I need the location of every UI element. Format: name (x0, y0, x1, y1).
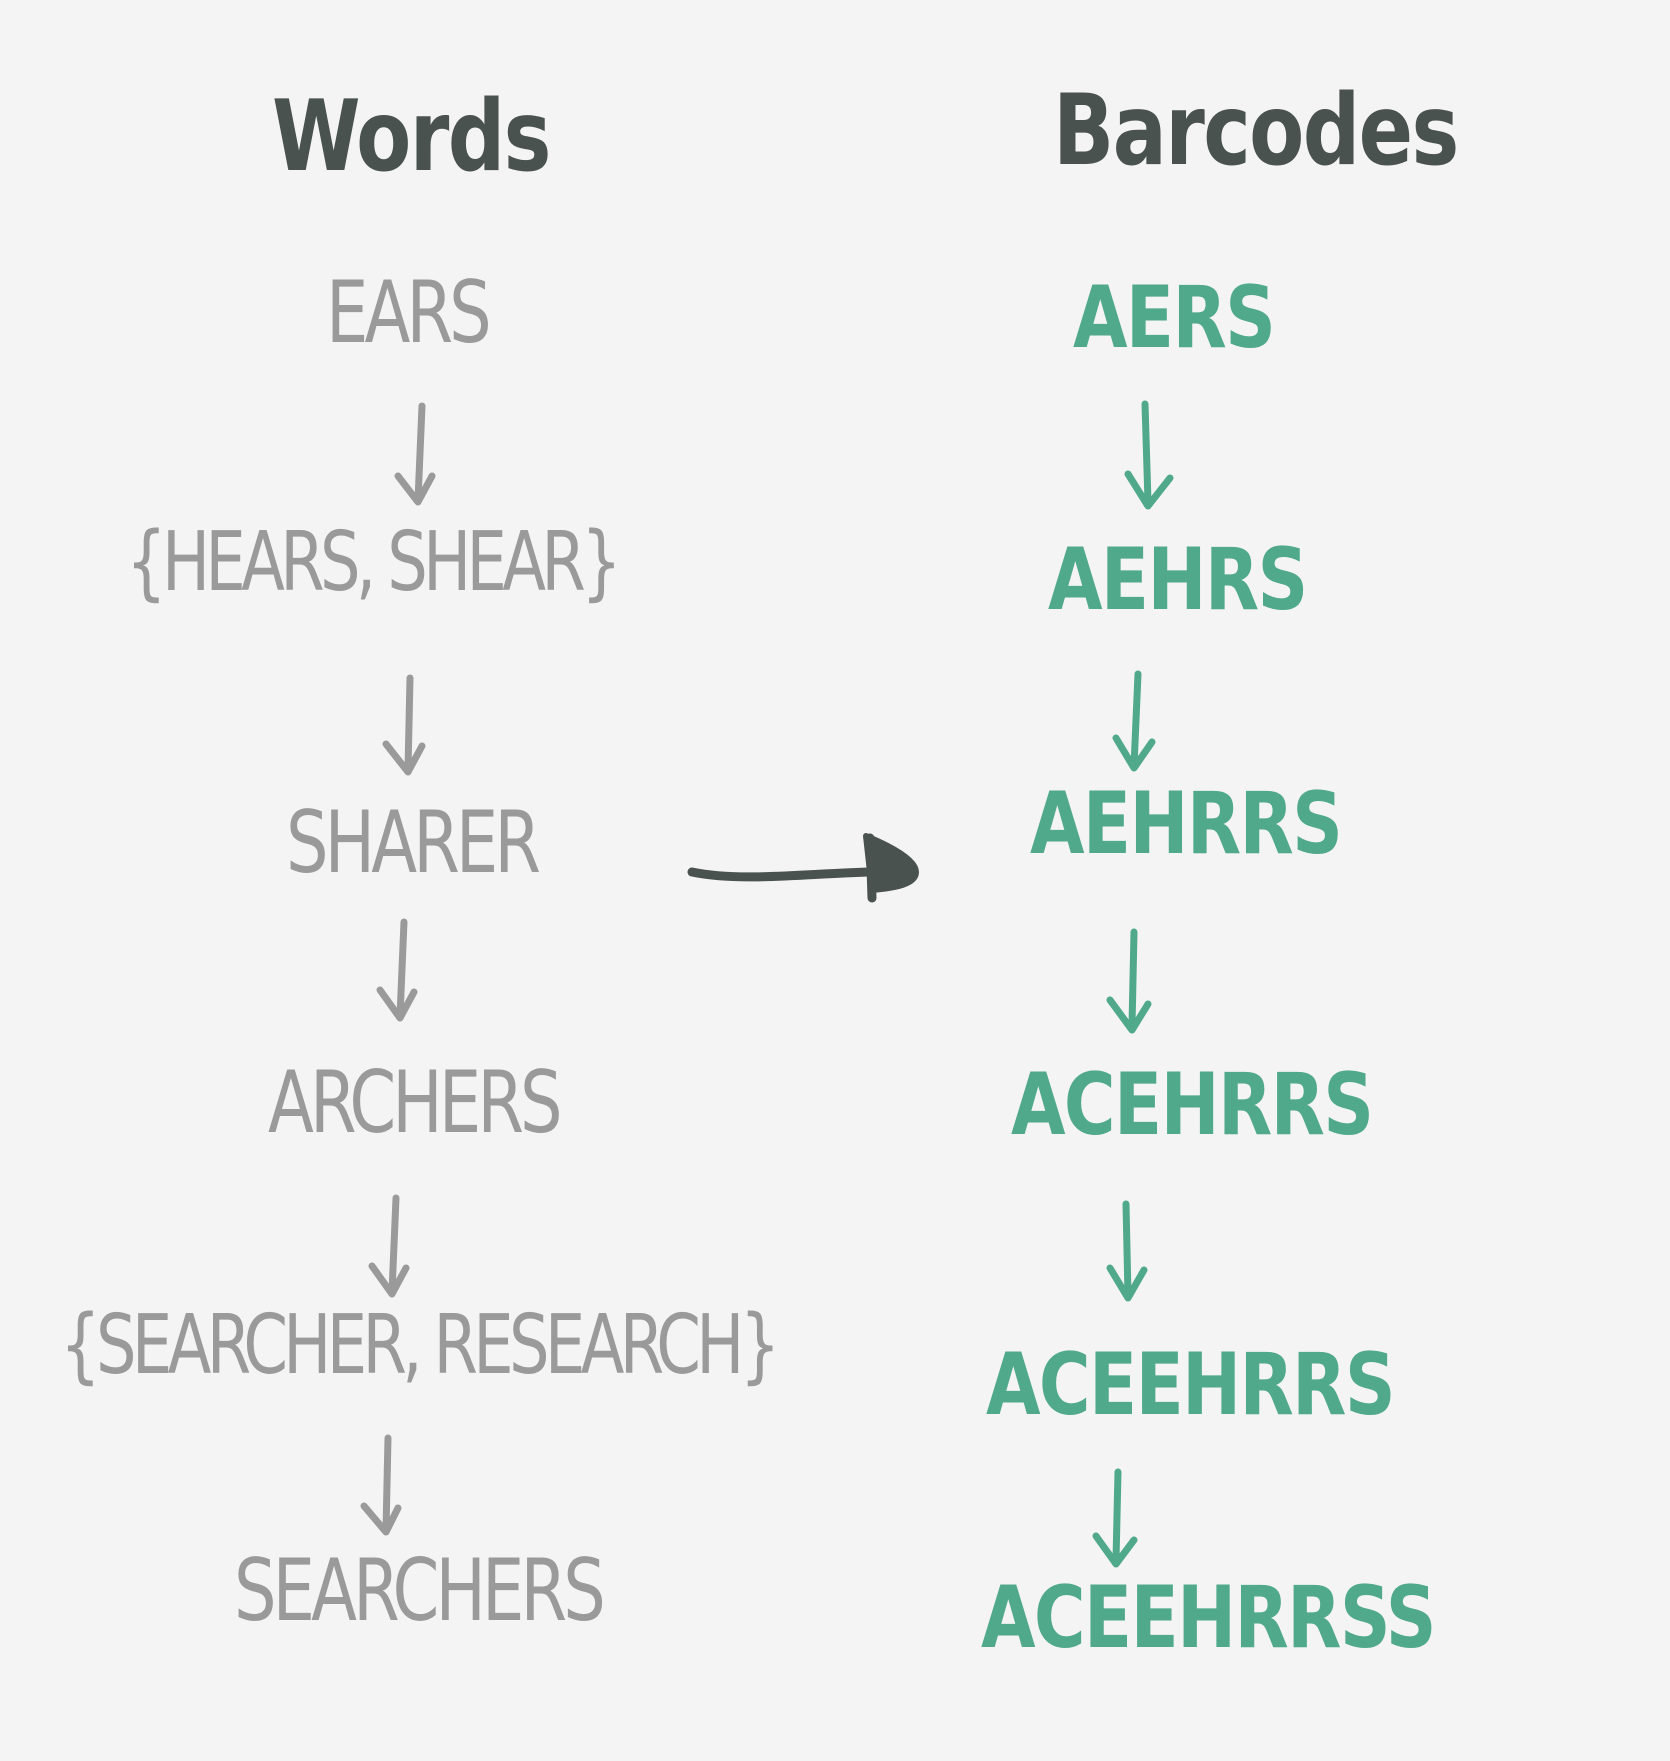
down-arrow (368, 1194, 410, 1298)
barcode-item: ACEEHRRSS (981, 1568, 1437, 1668)
barcode-item: ACEEHRRS (986, 1335, 1396, 1435)
words-column-header: Words (272, 80, 551, 194)
word-set-item: {SEARCHER, RESEARCH} (60, 1298, 780, 1393)
down-arrow (1112, 670, 1156, 772)
down-arrow (1124, 400, 1174, 510)
word-set-item: {HEARS, SHEAR} (126, 515, 622, 610)
down-arrow (1106, 928, 1152, 1034)
down-arrow (360, 1434, 402, 1536)
word-item: SEARCHERS (234, 1541, 606, 1641)
word-item: ARCHERS (268, 1053, 563, 1153)
barcodes-column-header: Barcodes (1053, 74, 1459, 188)
down-arrow (382, 674, 426, 776)
word-item: EARS (326, 263, 492, 363)
barcode-item: ACEHRRS (1011, 1055, 1374, 1155)
down-arrow (376, 918, 418, 1022)
barcode-item: AERS (1073, 268, 1276, 368)
word-item: SHARER (286, 793, 541, 893)
down-arrow (1092, 1468, 1138, 1568)
barcode-item: AEHRS (1048, 530, 1308, 630)
down-arrow (394, 402, 436, 506)
barcode-item: AEHRRS (1030, 774, 1343, 874)
connector-arrow (687, 833, 919, 903)
down-arrow (1106, 1200, 1148, 1302)
